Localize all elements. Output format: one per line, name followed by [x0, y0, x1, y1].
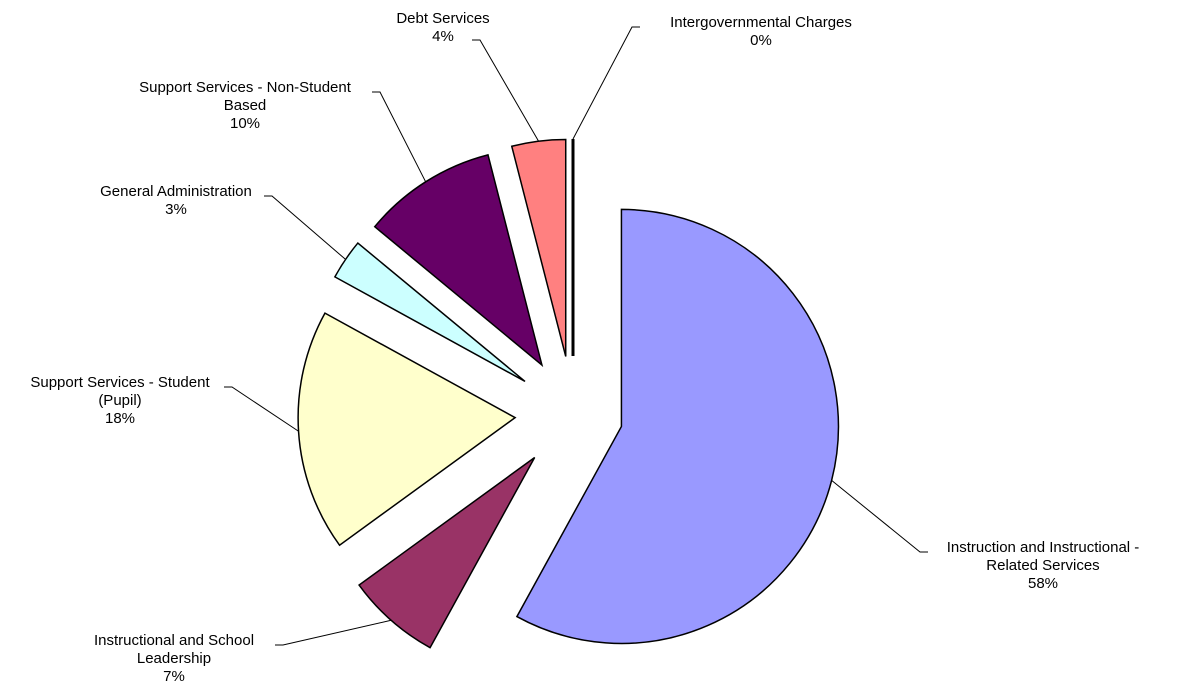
pie-slice-5: [510, 138, 567, 357]
slice-name-label-2: (Pupil): [98, 392, 141, 409]
leader-line-6: [572, 26, 640, 140]
slice-name-label-2: Support Services - Student: [30, 374, 210, 391]
pie-slice-0: [515, 208, 840, 645]
slice-label-3: General Administration 3%: [100, 183, 252, 218]
leader-line-1: [275, 619, 392, 646]
slice-value-label-4: 10%: [230, 115, 260, 132]
slice-name-label-0: Instruction and Instructional -: [947, 539, 1140, 556]
pie-slices: [297, 138, 840, 649]
slice-name-label-4: Support Services - Non-Student: [139, 79, 352, 96]
slice-value-label-3: 3%: [165, 201, 187, 218]
slice-value-label-0: 58%: [1028, 575, 1058, 592]
slice-value-label-1: 7%: [163, 668, 185, 685]
leader-line-2: [224, 386, 299, 432]
leader-line-3: [264, 195, 346, 260]
slice-label-5: Debt Services 4%: [396, 10, 489, 45]
slice-label-2: Support Services - Student (Pupil) 18%: [30, 374, 210, 427]
leader-line-5: [472, 39, 539, 142]
leader-line-0: [831, 480, 928, 553]
slice-label-1: Instructional and School Leadership 7%: [94, 632, 254, 685]
slice-name-label-0: Related Services: [986, 557, 1099, 574]
slice-name-label-1: Leadership: [137, 650, 211, 667]
slice-name-label-1: Instructional and School: [94, 632, 254, 649]
leader-line-4: [372, 91, 427, 183]
slice-value-label-5: 4%: [432, 28, 454, 45]
slice-label-6: Intergovernmental Charges 0%: [670, 14, 852, 49]
slice-value-label-2: 18%: [105, 410, 135, 427]
slice-name-label-6: Intergovernmental Charges: [670, 14, 852, 31]
slice-labels: Instruction and Instructional -Related S…: [30, 10, 1139, 685]
slice-label-0: Instruction and Instructional -Related S…: [947, 539, 1140, 592]
leader-lines: [224, 26, 928, 646]
slice-value-label-6: 0%: [750, 32, 772, 49]
slice-name-label-4: Based: [224, 97, 267, 114]
slice-name-label-5: Debt Services: [396, 10, 489, 27]
slice-name-label-3: General Administration: [100, 183, 252, 200]
slice-label-4: Support Services - Non-Student Based 10%: [139, 79, 352, 132]
pie-slice-3: [333, 242, 526, 383]
